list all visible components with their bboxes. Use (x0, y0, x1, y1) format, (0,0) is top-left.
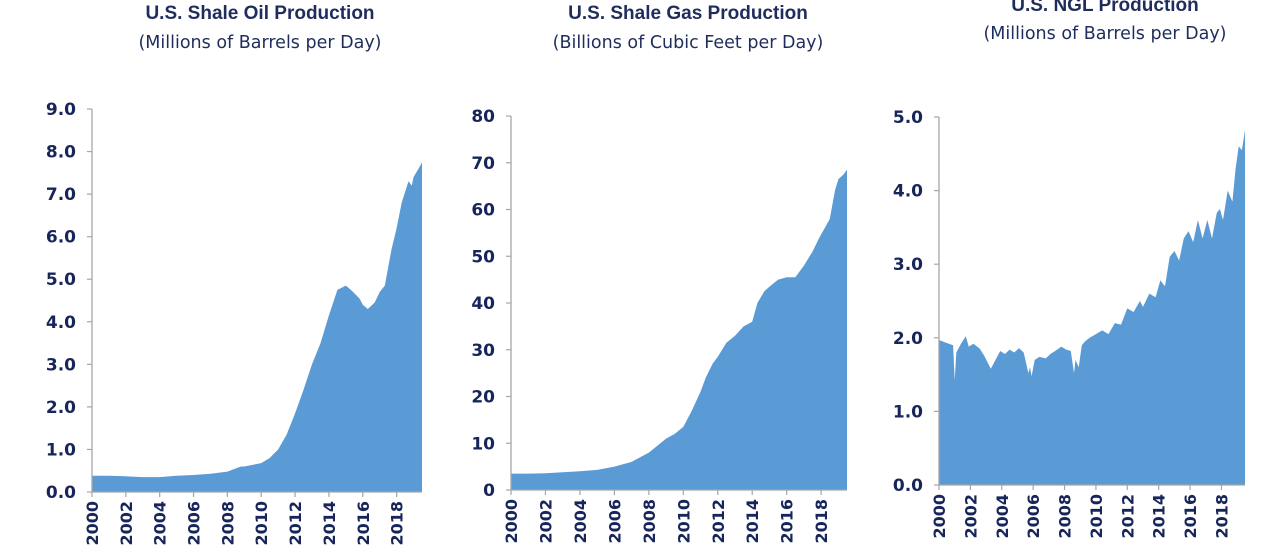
shale-oil-x-tick-label: 2012 (286, 501, 305, 546)
ngl-x-tick-label: 2004 (993, 494, 1012, 539)
shale-oil-y-tick-label: 2.0 (46, 398, 76, 418)
ngl-title: U.S. NGL Production (1011, 0, 1199, 16)
ngl-x-tick-label: 2010 (1087, 494, 1106, 539)
shale-oil-area-series (92, 162, 422, 492)
ngl-y-tick-label: 1.0 (893, 402, 923, 422)
ngl-x-tick-label: 2012 (1118, 494, 1137, 539)
shale-gas-y-tick-label: 0 (483, 481, 495, 501)
shale-gas-y-tick-label: 50 (471, 247, 495, 267)
shale-oil-y-tick-label: 4.0 (46, 313, 76, 333)
ngl-y-tick-label: 3.0 (893, 255, 923, 275)
shale-gas-title: U.S. Shale Gas Production (568, 3, 808, 24)
ngl-subtitle: (Millions of Barrels per Day) (983, 24, 1227, 44)
shale-gas-x-tick-label: 2006 (605, 499, 624, 544)
shale-oil-y-tick-label: 5.0 (46, 270, 76, 290)
shale-oil-y-tick-label: 8.0 (46, 143, 76, 163)
ngl-y-tick-label: 4.0 (893, 182, 923, 202)
shale-gas-x-tick-label: 2002 (536, 499, 555, 544)
ngl-x-tick-label: 2014 (1150, 494, 1169, 539)
shale-oil-x-tick-label: 2004 (151, 501, 170, 546)
shale-oil-y-tick-label: 0.0 (46, 483, 76, 503)
ngl-x-tick-label: 2018 (1212, 494, 1231, 539)
shale-gas-x-tick-label: 2000 (502, 499, 521, 544)
shale-gas-y-tick-label: 10 (471, 434, 495, 454)
shale-oil-x-tick-label: 2006 (185, 501, 204, 546)
shale-gas-x-tick-label: 2016 (778, 499, 797, 544)
ngl-area-series (939, 130, 1245, 485)
shale-oil-y-tick-label: 1.0 (46, 440, 76, 460)
shale-oil-x-tick-label: 2002 (117, 501, 136, 546)
shale-gas-x-tick-label: 2014 (743, 499, 762, 544)
shale-gas-area-series (511, 169, 847, 491)
shale-gas-y-tick-label: 40 (471, 294, 495, 314)
ngl-y-tick-label: 5.0 (893, 108, 923, 128)
shale-gas-subtitle: (Billions of Cubic Feet per Day) (552, 33, 824, 53)
ngl-y-tick-label: 2.0 (893, 329, 923, 349)
shale-oil-y-tick-label: 6.0 (46, 228, 76, 248)
shale-oil-x-tick-label: 2016 (354, 501, 373, 546)
ngl-y-tick-label: 0.0 (893, 476, 923, 496)
shale-gas-x-tick-label: 2010 (674, 499, 693, 544)
ngl-x-tick-label: 2006 (1024, 494, 1043, 539)
shale-oil-x-tick-label: 2010 (252, 501, 271, 546)
ngl-x-tick-label: 2002 (961, 494, 980, 539)
shale-oil-y-tick-label: 9.0 (46, 100, 76, 120)
shale-gas-x-tick-label: 2018 (812, 499, 831, 544)
shale-gas-y-tick-label: 20 (471, 388, 495, 408)
shale-oil-x-tick-label: 2008 (218, 501, 237, 546)
shale-oil-title: U.S. Shale Oil Production (145, 3, 375, 24)
shale-oil-y-tick-label: 3.0 (46, 355, 76, 375)
shale-gas-x-tick-label: 2012 (709, 499, 728, 544)
shale-gas-y-tick-label: 60 (471, 201, 495, 221)
shale-oil-x-tick-label: 2018 (388, 501, 407, 546)
shale-oil-y-tick-label: 7.0 (46, 185, 76, 205)
shale-oil-x-tick-label: 2014 (320, 501, 339, 546)
shale-gas-y-tick-label: 30 (471, 341, 495, 361)
shale-gas-y-tick-label: 80 (471, 107, 495, 127)
ngl-x-tick-label: 2016 (1181, 494, 1200, 539)
ngl-x-tick-label: 2000 (930, 494, 949, 539)
shale-oil-x-tick-label: 2000 (83, 501, 102, 546)
shale-gas-x-tick-label: 2004 (571, 499, 590, 544)
shale-gas-x-tick-label: 2008 (640, 499, 659, 544)
ngl-x-tick-label: 2008 (1056, 494, 1075, 539)
shale-gas-y-tick-label: 70 (471, 154, 495, 174)
shale-oil-subtitle: (Millions of Barrels per Day) (138, 33, 382, 53)
